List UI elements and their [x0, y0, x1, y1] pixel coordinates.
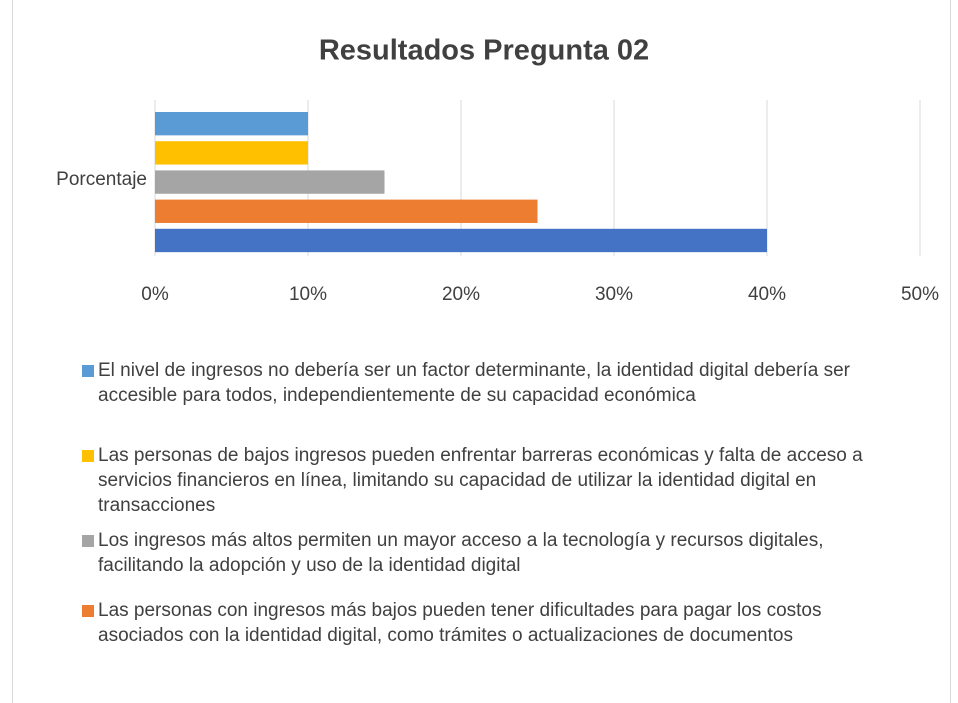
bar [155, 141, 308, 165]
x-tick-label: 30% [595, 284, 633, 305]
legend-swatch [82, 535, 94, 547]
legend-swatch [82, 365, 94, 377]
legend-label: Las personas de bajos ingresos pueden en… [98, 445, 863, 516]
x-tick-label: 40% [748, 284, 786, 305]
legend-swatch [82, 450, 94, 462]
legend-swatch [82, 605, 94, 617]
x-tick-label: 0% [141, 284, 169, 305]
bar [155, 199, 538, 223]
y-tick-label: Porcentaje [56, 169, 147, 190]
x-tick-label: 50% [901, 284, 939, 305]
x-tick-label: 20% [442, 284, 480, 305]
legend-item: Las personas de bajos ingresos pueden en… [82, 443, 912, 518]
legend-label: Los ingresos más altos permiten un mayor… [98, 530, 824, 576]
bar [155, 112, 308, 136]
x-tick-label: 10% [289, 284, 327, 305]
legend-label: Las personas con ingresos más bajos pued… [98, 600, 822, 646]
legend-item: El nivel de ingresos no debería ser un f… [82, 358, 912, 408]
legend-label: El nivel de ingresos no debería ser un f… [98, 360, 851, 406]
bar [155, 170, 385, 194]
chart-title: Resultados Pregunta 02 [319, 35, 649, 67]
legend-item: Las personas con ingresos más bajos pued… [82, 598, 912, 648]
bar [155, 228, 767, 253]
legend-item: Los ingresos más altos permiten un mayor… [82, 528, 912, 578]
